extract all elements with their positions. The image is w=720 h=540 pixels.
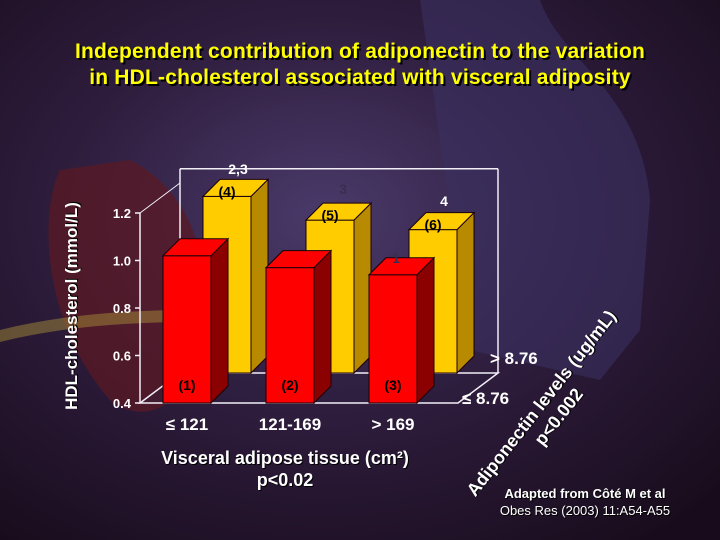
source-citation-line-1: Adapted from Côté M et al [504, 486, 666, 501]
gold-bar-2-side [353, 201, 372, 375]
gold-bar-3-side [456, 211, 475, 375]
gold-bar-label: (4) [218, 183, 235, 199]
depth-series-label: ≤ 8.76 [462, 389, 509, 408]
y-tick-label: 1.0 [113, 254, 131, 269]
red-bar-1-top [161, 238, 230, 257]
red-bar-label: (3) [384, 377, 401, 393]
y-tick-label: 1.2 [113, 206, 131, 221]
y-tick-label: 0.4 [113, 396, 132, 411]
x-category-label: > 169 [371, 415, 414, 434]
x-category-label: ≤ 121 [166, 415, 208, 434]
chart-title-line-2: in HDL-cholesterol associated with visce… [89, 66, 631, 89]
red-bar-1-side [210, 237, 229, 405]
red-bar-2-top [264, 250, 333, 269]
gold-bar-label: (5) [321, 207, 338, 223]
significance-annotation: 1 [392, 250, 400, 266]
x-axis-p-value: p<0.02 [256, 470, 314, 490]
x-category-label: 121-169 [259, 415, 321, 434]
y-tick-label: 0.6 [113, 349, 131, 364]
significance-annotation: 4 [440, 193, 448, 209]
gold-bar-1-side [250, 178, 269, 375]
red-bar-3-top [367, 257, 436, 276]
significance-annotation: 3 [339, 181, 347, 197]
red-bar-label: (2) [281, 377, 298, 393]
red-bar-3-side [416, 256, 435, 405]
gridline-top [139, 182, 181, 214]
gold-bar-3-top [407, 212, 476, 231]
y-axis-label: HDL-cholesterol (mmol/L) [62, 202, 81, 410]
source-citation-line-2: Obes Res (2003) 11:A54-A55 [499, 503, 671, 518]
x-axis-label: Visceral adipose tissue (cm²) [161, 448, 409, 468]
gold-bar-2-top [304, 202, 373, 221]
gold-bar-label: (6) [424, 217, 441, 233]
y-tick-label: 0.8 [113, 301, 131, 316]
depth-series-label: > 8.76 [490, 349, 538, 368]
significance-annotation: 2,3 [228, 161, 248, 177]
chart-title-line-1: Independent contribution of adiponectin … [74, 40, 646, 63]
red-bar-label: (1) [178, 377, 195, 393]
gold-bar-1-top [201, 178, 270, 197]
red-bar-2-side [313, 249, 332, 405]
figure-illustration [420, 0, 650, 380]
